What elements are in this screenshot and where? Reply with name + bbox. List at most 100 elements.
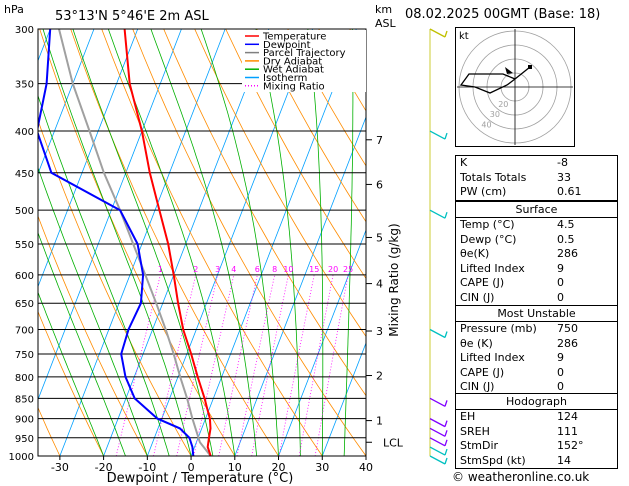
isotherm-line: [190, 29, 357, 456]
wind-barb-flag: [444, 430, 448, 437]
dry-adiabat-line: [38, 406, 61, 456]
indices-panel: K -8 Totals Totals 33 PW (cm) 0.61: [455, 155, 618, 201]
parameter-value: 0.61: [557, 185, 582, 198]
pressure-tick-label: 450: [15, 169, 34, 180]
mixing-ratio-label: 8: [272, 265, 277, 274]
wind-barb-flag: [444, 30, 448, 38]
pressure-tick-label: 600: [15, 271, 34, 282]
isotherm-line: [321, 341, 366, 456]
mixing-ratio-label: 2: [193, 265, 198, 274]
temperature-line: [123, 29, 212, 456]
isotherm-line: [38, 29, 182, 401]
mixing-ratio-label: 1: [158, 265, 163, 274]
mixing-ratio-label: 3: [215, 265, 220, 274]
wet-adiabat-line: [200, 29, 279, 456]
surface-panel: Surface Temp (°C) 4.5 Dewp (°C) 0.5 θe(K) 286 L…: [455, 201, 618, 306]
parameter-row: Lifted Index 9: [456, 351, 617, 366]
storm-motion-marker: [528, 65, 532, 69]
parameter-value: 33: [557, 170, 571, 184]
parameter-value: 124: [557, 410, 578, 423]
parameter-value: 0.5: [557, 232, 575, 246]
parameter-row: θe(K) 286: [456, 247, 617, 262]
dry-adiabat-line: [225, 29, 366, 280]
wind-barb-flag: [444, 448, 448, 456]
km-tick-label: 6: [376, 178, 383, 191]
mixing-ratio-line: [193, 274, 235, 456]
parameter-label: PW (cm): [460, 185, 507, 198]
copyright-text: © weatheronline.co.uk: [452, 470, 590, 484]
legend-entry: Dry Adiabat: [263, 56, 322, 67]
legend-box: [242, 30, 366, 92]
parameter-value: 0: [557, 365, 564, 379]
parameter-row: StmDir 152°: [456, 439, 617, 454]
x-tick-label: 0: [188, 461, 195, 474]
parameter-row: Dewp (°C) 0.5: [456, 233, 617, 248]
wind-barb: [429, 28, 446, 38]
parameter-value: 286: [557, 336, 578, 350]
pressure-tick-label: 400: [15, 127, 34, 138]
pressure-tick-label: 850: [15, 394, 34, 405]
pressure-tick-label: 800: [15, 373, 34, 384]
parameter-label: Lifted Index: [460, 351, 525, 364]
mixing-ratio-label: 10: [283, 265, 293, 274]
pressure-tick-label: 750: [15, 350, 34, 361]
wind-barb-flag: [444, 420, 448, 427]
parameter-value: 286: [557, 247, 578, 260]
hodograph-panel: Hodograph EH 124 SREH 111 StmDir 152° StmSpd (k…: [455, 393, 618, 469]
date-title: 08.02.2025 00GMT (Base: 18): [405, 7, 601, 22]
isotherm-line: [0, 29, 7, 456]
parameter-value: 14: [557, 453, 571, 467]
mixing-ratio-line: [218, 274, 258, 456]
wind-barb: [429, 427, 446, 437]
x-tick-label: -20: [95, 461, 113, 474]
mixing-ratio-label: 20: [328, 265, 338, 274]
parcel-trajectory-line: [58, 29, 212, 456]
x-tick-label: -30: [51, 461, 69, 474]
location-title: 53°13'N 5°46'E 2m ASL: [55, 9, 209, 24]
parameter-label: CIN (J): [460, 380, 495, 393]
parameter-value: 111: [557, 424, 578, 438]
wind-barb: [429, 397, 446, 407]
km-tick-label: 1: [376, 415, 383, 428]
x-tick-label: 30: [315, 461, 329, 474]
height-unit-asl: ASL: [375, 17, 397, 30]
mixing-ratio-line: [298, 274, 334, 456]
parameter-label: θe (K): [460, 336, 493, 350]
x-tick-label: -10: [138, 461, 156, 474]
hodograph-ring-label: 30: [490, 110, 500, 119]
isotherm-line: [234, 116, 366, 456]
wet-adiabat-line: [307, 29, 324, 456]
parameter-label: Dewp (°C): [460, 232, 517, 246]
legend-entry: Wet Adiabat: [263, 65, 324, 76]
mixing-ratio-label: 25: [343, 265, 353, 274]
legend-entry: Mixing Ratio: [263, 81, 325, 92]
mixing-ratio-axis-label: Mixing Ratio (g/kg): [387, 223, 401, 336]
wind-barb: [429, 209, 446, 219]
parameter-row: K -8: [456, 156, 617, 171]
x-tick-label: 10: [228, 461, 242, 474]
lcl-label: LCL: [383, 436, 404, 449]
parameter-value: 152°: [557, 439, 584, 452]
wind-barb: [429, 446, 446, 456]
wet-adiabat-line: [150, 29, 258, 456]
parameter-label: Totals Totals: [460, 170, 527, 184]
km-tick-label: 2: [376, 370, 383, 383]
parameter-row: Totals Totals 33: [456, 171, 617, 186]
parameter-row: θe (K) 286: [456, 337, 617, 352]
parameter-label: StmDir: [460, 439, 499, 452]
parameter-label: SREH: [460, 424, 490, 438]
isotherm-line: [146, 29, 314, 456]
legend-entry: Dewpoint: [263, 40, 311, 51]
parameter-row: StmSpd (kt) 14: [456, 454, 617, 469]
x-tick-label: 40: [359, 461, 373, 474]
mixing-ratio-line: [251, 274, 289, 456]
parameter-value: 0: [557, 380, 564, 393]
legend-entry: Temperature: [262, 32, 326, 43]
wind-barb: [429, 418, 446, 428]
parameter-value: 0: [557, 290, 564, 304]
parameter-label: Temp (°C): [460, 218, 515, 231]
parameter-row: Lifted Index 9: [456, 262, 617, 277]
isotherm-line: [278, 228, 366, 456]
